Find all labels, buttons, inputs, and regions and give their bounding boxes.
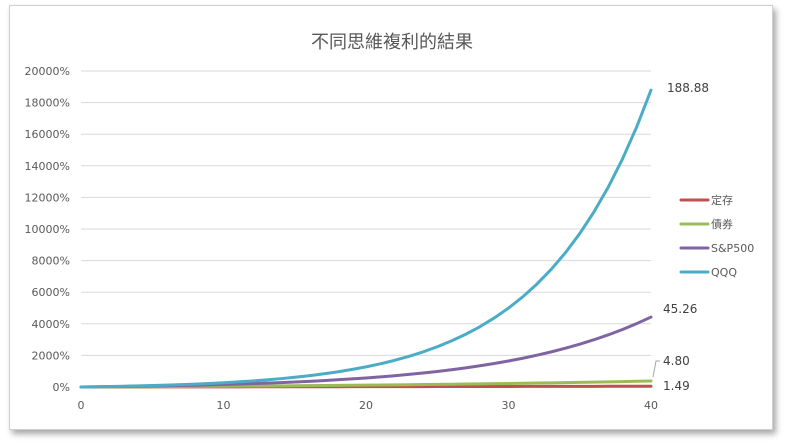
data-label-leader [652, 360, 660, 378]
y-tick-label: 12000% [25, 191, 70, 204]
y-tick-label: 14000% [25, 160, 70, 173]
series-line [79, 88, 653, 389]
x-tick-label: 20 [359, 399, 373, 412]
data-label: 1.49 [663, 379, 690, 393]
data-label: 188.88 [667, 81, 709, 95]
chart-frame [9, 5, 773, 430]
y-tick-label: 8000% [32, 255, 70, 268]
y-tick-label: 6000% [32, 286, 70, 299]
legend-label: QQQ [711, 266, 737, 279]
series-layer [79, 88, 653, 389]
y-tick-label: 2000% [32, 349, 70, 362]
chart-title: 不同思維複利的結果 [311, 32, 473, 53]
legend-label: 債券 [711, 217, 733, 231]
y-tick-label: 18000% [25, 97, 70, 110]
y-tick-label: 0% [53, 381, 70, 394]
y-tick-label: 16000% [25, 128, 70, 141]
y-tick-label: 10000% [25, 223, 70, 236]
axis-layer: 0% 2000% 4000% 6000% 8000% 10000% 12000% 14000%… [25, 65, 658, 412]
label-layer: 1.49 4.80 45.26 188.88 [652, 81, 709, 393]
x-tick-label: 30 [502, 399, 516, 412]
x-tick-label: 0 [78, 399, 85, 412]
legend-label: S&P500 [711, 242, 754, 255]
legend-label: 定存 [711, 193, 733, 207]
y-tick-label: 4000% [32, 318, 70, 331]
grid-layer [81, 70, 651, 356]
x-tick-label: 40 [644, 399, 658, 412]
x-tick-label: 10 [217, 399, 231, 412]
series-line [79, 315, 653, 389]
y-tick-label: 20000% [25, 65, 70, 78]
data-label: 4.80 [663, 354, 690, 368]
data-label: 45.26 [663, 302, 697, 316]
